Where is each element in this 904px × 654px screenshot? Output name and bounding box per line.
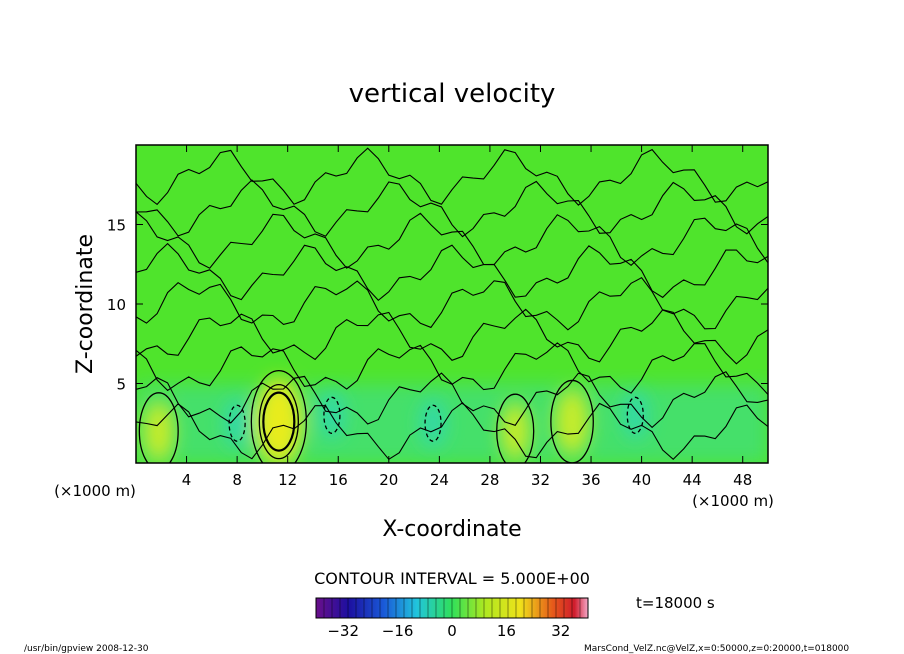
- zero-contour: [136, 211, 768, 269]
- y-tick-label: 5: [116, 376, 126, 394]
- updraft-contour: [138, 392, 179, 463]
- y-axis-label: Z-coordinate: [73, 234, 98, 374]
- downdraft-contour: [228, 404, 246, 442]
- updraft-blob: [143, 400, 175, 462]
- footer-left: /usr/bin/gpview 2008-12-30: [24, 644, 149, 654]
- x-units-right: (×1000 m): [692, 492, 774, 510]
- zero-contour: [136, 147, 768, 206]
- downdraft-contour: [323, 396, 341, 434]
- x-tick-label: 32: [531, 471, 550, 489]
- x-tick-label: 20: [379, 471, 398, 489]
- colorbar-segments: [323, 598, 581, 618]
- x-tick-label: 36: [581, 471, 600, 489]
- contour-interval-label: CONTOUR INTERVAL = 5.000E+00: [314, 569, 590, 588]
- x-tick-label: 24: [430, 471, 449, 489]
- updraft-contour-core: [262, 391, 296, 452]
- footer-right: MarsCond_VelZ.nc@VelZ,x=0:50000,z=0:2000…: [584, 644, 849, 654]
- x-axis-label: X-coordinate: [382, 517, 521, 542]
- y-tick-label: 15: [107, 217, 126, 235]
- zero-contour: [136, 402, 768, 461]
- x-tick-label: 48: [733, 471, 752, 489]
- zero-contour: [136, 179, 768, 238]
- updraft-contour-inner: [258, 384, 299, 460]
- colorbar-tick-label: −16: [382, 622, 414, 640]
- x-tick-label: 16: [329, 471, 348, 489]
- downdraft-blob: [420, 399, 447, 448]
- time-label: t=18000 s: [636, 594, 715, 612]
- y-tick-label: 10: [107, 296, 126, 314]
- downdraft-blob: [224, 399, 251, 448]
- x-tick-label: 44: [683, 471, 702, 489]
- downdraft-contour: [626, 396, 644, 434]
- zero-contour: [136, 342, 768, 395]
- x-axis-ticks: 4 8 12 16 20 24 28 32 36 40 44 48: [182, 145, 752, 489]
- colorbar-tick-label: 32: [551, 622, 570, 640]
- plot-area: [136, 145, 768, 463]
- updraft-blob: [500, 402, 530, 461]
- colorbar: −32 −16 0 16 32: [315, 597, 589, 640]
- x-tick-label: 12: [278, 471, 297, 489]
- downdraft-contour: [424, 404, 442, 442]
- x-tick-label: 28: [480, 471, 499, 489]
- colorbar-frame: [315, 597, 589, 619]
- chart-title: vertical velocity: [349, 79, 556, 109]
- colorbar-ticks: −32 −16 0 16 32: [327, 622, 570, 640]
- updraft-contour: [250, 370, 307, 463]
- zero-contour: [136, 276, 768, 331]
- colorbar-tick-label: −32: [327, 622, 359, 640]
- updraft-blob: [554, 388, 590, 455]
- downdraft-blob: [622, 391, 649, 440]
- x-tick-label: 4: [182, 471, 192, 489]
- contour-lines: [136, 147, 768, 463]
- x-units-left: (×1000 m): [54, 482, 136, 500]
- x-tick-label: 8: [232, 471, 242, 489]
- y-axis-ticks: 5 10 15: [107, 217, 768, 394]
- colorbar-tick-label: 0: [447, 622, 457, 640]
- x-tick-label: 40: [632, 471, 651, 489]
- zero-contour: [136, 242, 768, 302]
- colorbar-tick-label: 16: [497, 622, 516, 640]
